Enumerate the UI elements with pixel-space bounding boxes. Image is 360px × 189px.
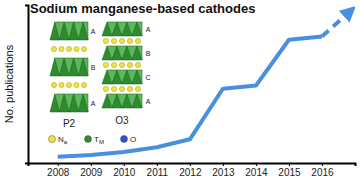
structure-label: P2 bbox=[63, 118, 76, 129]
na-atom bbox=[111, 86, 116, 91]
na-atom bbox=[119, 62, 124, 67]
y-axis-line bbox=[25, 6, 29, 164]
stacking-label: A bbox=[91, 100, 96, 107]
octahedron bbox=[132, 46, 142, 60]
title: Sodium manganese-based cathodes bbox=[30, 1, 255, 16]
stacking-label: B bbox=[91, 64, 96, 71]
octahedron bbox=[137, 70, 142, 84]
x-axis: 2008 2009 2010 2011 2012 2013 2014 2015 2016 bbox=[29, 163, 356, 178]
x-tick-label: 2008 bbox=[47, 167, 70, 178]
na-atom bbox=[127, 62, 132, 67]
chart: A B A A B C A P2 O3 Na TM O 2008 2009 2010 2011 2012 2013… bbox=[0, 0, 360, 189]
y-axis bbox=[25, 6, 29, 164]
key-swatch bbox=[121, 136, 128, 143]
x-tick: 2014 bbox=[245, 163, 268, 178]
octahedron bbox=[83, 22, 88, 40]
x-tick-label: 2014 bbox=[245, 167, 268, 178]
x-axis-line bbox=[29, 164, 356, 167]
x-tick-mark bbox=[91, 163, 92, 166]
na-atom bbox=[135, 62, 140, 67]
x-tick-mark bbox=[190, 163, 191, 166]
octahedron bbox=[137, 22, 142, 36]
key-swatch bbox=[49, 136, 56, 143]
na-atom bbox=[51, 82, 56, 87]
x-tick-label: 2013 bbox=[212, 167, 235, 178]
na-atom bbox=[51, 46, 56, 51]
octahedron bbox=[132, 70, 142, 84]
stacking-label: A bbox=[146, 98, 151, 105]
na-atom bbox=[59, 46, 64, 51]
series-line bbox=[322, 11, 350, 36]
na-atom bbox=[103, 86, 108, 91]
x-tick: 2015 bbox=[278, 163, 301, 178]
na-atom bbox=[66, 82, 71, 87]
x-tick-label: 2009 bbox=[80, 167, 103, 178]
na-atom bbox=[74, 82, 79, 87]
stacking-label: A bbox=[146, 26, 151, 33]
na-atom bbox=[111, 38, 116, 43]
octahedron bbox=[79, 94, 89, 112]
na-atom bbox=[103, 38, 108, 43]
x-tick-label: 2015 bbox=[278, 167, 301, 178]
x-tick-mark bbox=[289, 163, 290, 166]
na-atom bbox=[81, 46, 86, 51]
x-tick-mark bbox=[223, 163, 224, 166]
key-label: O bbox=[130, 135, 136, 144]
x-tick-label: 2010 bbox=[113, 167, 136, 178]
key-swatch bbox=[85, 136, 92, 143]
na-atom bbox=[119, 38, 124, 43]
plot-area bbox=[58, 11, 350, 156]
x-tick: 2013 bbox=[212, 163, 235, 178]
x-tick: 2012 bbox=[179, 163, 202, 178]
x-tick: 2016 bbox=[311, 163, 334, 178]
na-atom bbox=[119, 86, 124, 91]
x-tick: 2010 bbox=[113, 163, 136, 178]
structure-label: O3 bbox=[115, 115, 129, 126]
na-atom bbox=[66, 46, 71, 51]
stacking-label: B bbox=[146, 50, 151, 57]
stacking-label: A bbox=[91, 28, 96, 35]
x-tick-mark bbox=[157, 163, 158, 166]
x-tick-label: 2012 bbox=[179, 167, 202, 178]
na-atom bbox=[103, 62, 108, 67]
y-axis-title: No. publications bbox=[3, 44, 15, 123]
inset bbox=[50, 22, 142, 112]
x-tick-label: 2016 bbox=[311, 167, 334, 178]
octahedron bbox=[137, 94, 142, 108]
octahedron bbox=[83, 94, 88, 112]
octahedron bbox=[132, 94, 142, 108]
octahedron bbox=[137, 46, 142, 60]
na-atom bbox=[135, 38, 140, 43]
stacking-label: C bbox=[145, 74, 150, 81]
x-tick-mark bbox=[256, 163, 257, 166]
x-tick: 2011 bbox=[147, 163, 169, 178]
octahedron bbox=[79, 22, 89, 40]
octahedron bbox=[83, 58, 88, 76]
octahedron bbox=[79, 58, 89, 76]
key-label: Na bbox=[58, 135, 68, 145]
na-atom bbox=[111, 62, 116, 67]
x-tick-mark bbox=[58, 163, 59, 166]
na-atom bbox=[135, 86, 140, 91]
na-atom bbox=[74, 46, 79, 51]
na-atom bbox=[59, 82, 64, 87]
octahedron bbox=[132, 22, 142, 36]
x-tick: 2008 bbox=[47, 163, 70, 178]
na-atom bbox=[127, 86, 132, 91]
x-tick-mark bbox=[124, 163, 125, 166]
key-label: TM bbox=[94, 135, 104, 145]
na-atom bbox=[127, 38, 132, 43]
x-tick-label: 2011 bbox=[147, 167, 169, 178]
series-line bbox=[58, 37, 322, 157]
x-tick-mark bbox=[322, 163, 323, 166]
na-atom bbox=[81, 82, 86, 87]
x-tick: 2009 bbox=[80, 163, 103, 178]
